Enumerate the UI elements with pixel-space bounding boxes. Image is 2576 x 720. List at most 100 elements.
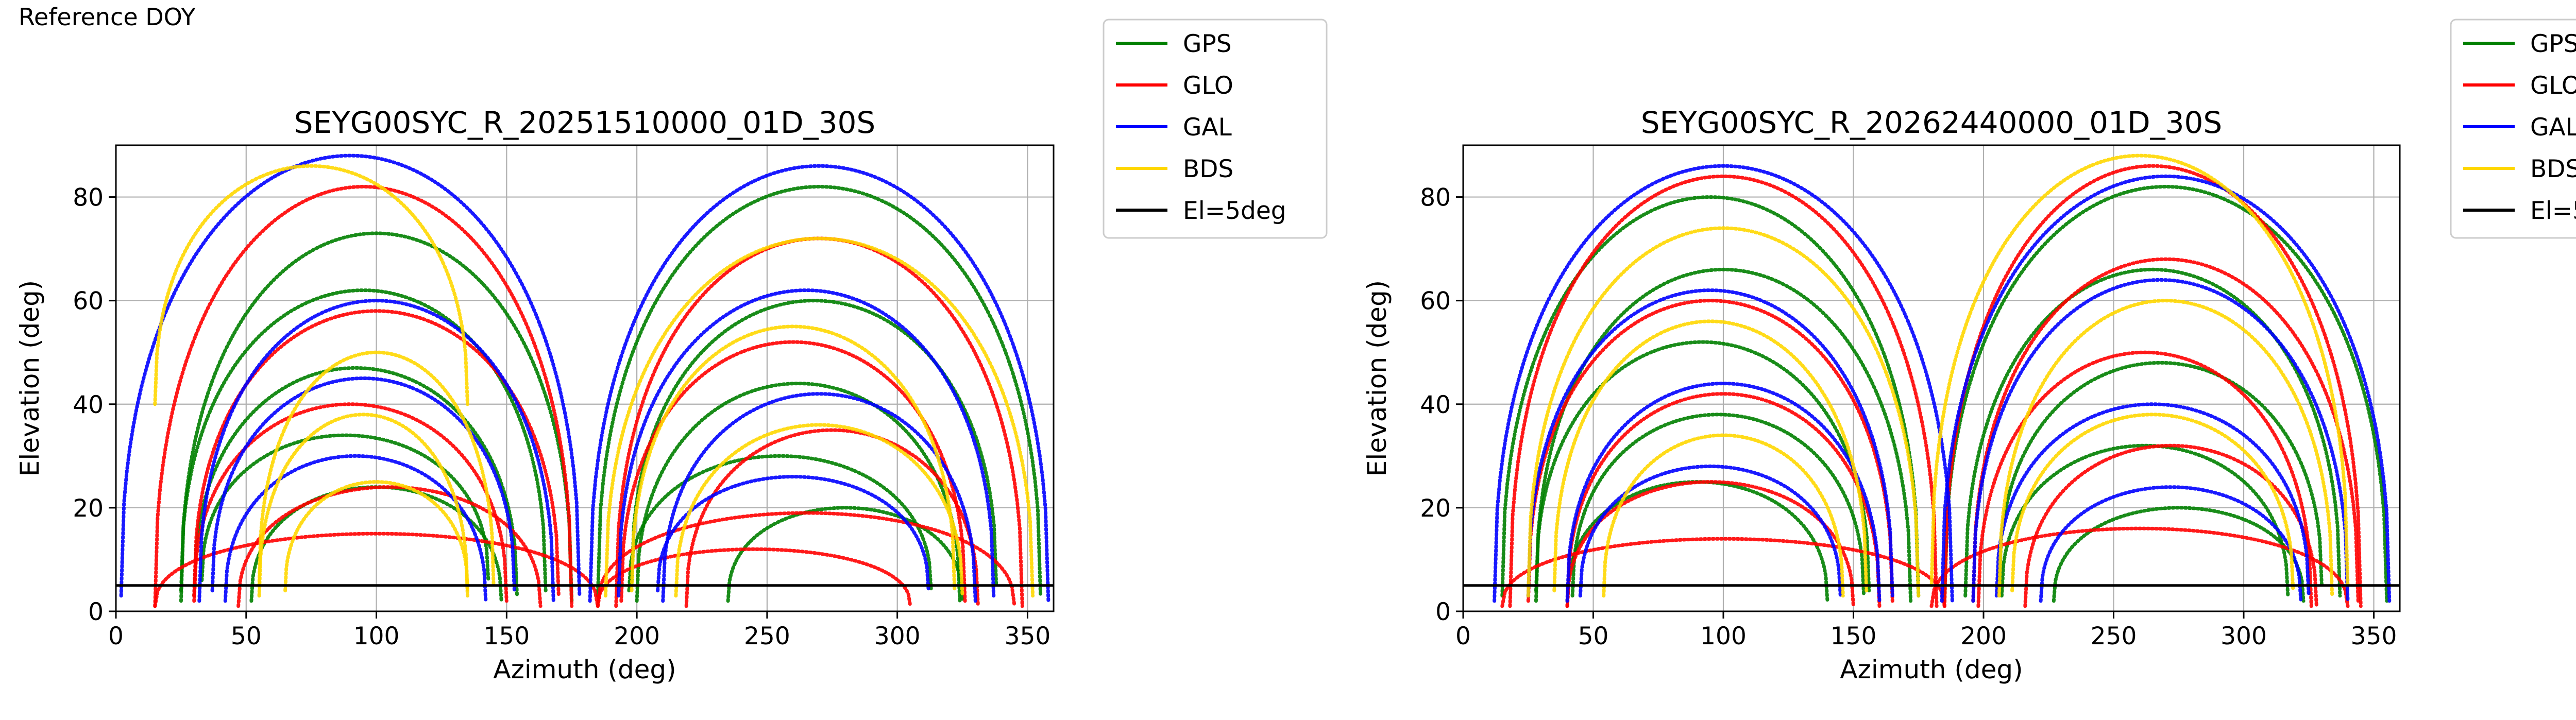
x-tick-label: 150 — [1831, 622, 1877, 650]
legend-label: BDS — [2530, 155, 2576, 183]
legend-frame — [2450, 19, 2576, 239]
series-bds — [1526, 153, 2350, 598]
track-bds — [603, 236, 1035, 598]
track-gal — [588, 164, 1050, 603]
series-glo — [153, 184, 1024, 608]
axes-frame — [1462, 144, 2401, 612]
track-gal — [197, 299, 555, 603]
track-glo — [1942, 164, 2363, 608]
chart-2: 0 50 100 150 200 250 300 350 0 20 40 60 80 Azimuth (d… — [1362, 19, 2576, 684]
legend-label: GPS — [1183, 30, 1232, 58]
x-tick-label: 100 — [353, 622, 400, 650]
track-gal — [1971, 278, 2350, 603]
track-gal — [617, 288, 996, 598]
legend-label: GPS — [2530, 30, 2576, 58]
track-bds — [1526, 226, 1921, 598]
y-axis-label: Elevation (deg) — [1362, 280, 1392, 476]
track-glo — [1971, 257, 2360, 603]
y-tick-label: 0 — [88, 598, 104, 626]
track-bds — [630, 324, 957, 593]
track-gps — [1999, 443, 2290, 598]
series-gal — [119, 153, 1050, 603]
figure-title: Reference DOY — [19, 3, 196, 31]
track-bds — [283, 480, 469, 593]
y-tick-label: 40 — [73, 391, 104, 419]
y-tick-label: 20 — [1420, 494, 1451, 523]
x-tick-label: 200 — [1960, 622, 2007, 650]
track-gps — [1942, 184, 2389, 603]
track-glo — [619, 340, 967, 603]
y-axis-label: Elevation (deg) — [15, 280, 45, 476]
track-glo — [153, 184, 574, 608]
track-glo — [684, 428, 980, 608]
legend-label: GLO — [2530, 72, 2576, 100]
data-area — [119, 153, 1050, 608]
chart-title: SEYG00SYC_R_20262440000_01D_30S — [1641, 105, 2223, 140]
track-bds — [1552, 319, 1869, 593]
axes-frame — [115, 144, 1055, 612]
x-axis-label: Azimuth (deg) — [1840, 655, 2023, 684]
x-tick-label: 250 — [2091, 622, 2137, 650]
x-tick-label: 300 — [2221, 622, 2267, 650]
track-bds — [257, 413, 469, 598]
y-tick-label: 60 — [1420, 287, 1451, 316]
track-glo — [1526, 299, 1894, 603]
track-glo — [1565, 480, 1855, 608]
track-gal — [119, 153, 582, 598]
track-gps — [179, 231, 574, 603]
x-tick-label: 200 — [614, 622, 660, 650]
track-gps — [1534, 267, 1913, 603]
track-bds — [153, 164, 469, 406]
y-tick-label: 0 — [1435, 598, 1451, 626]
track-glo — [236, 485, 543, 608]
track-glo — [1500, 537, 1946, 608]
legend-frame — [1103, 19, 1328, 239]
x-tick-label: 150 — [483, 622, 530, 650]
track-gps — [1570, 413, 1866, 598]
x-tick-label: 350 — [1005, 622, 1051, 650]
x-tick-label: 0 — [108, 622, 124, 650]
track-bds — [674, 423, 964, 598]
track-gal — [1493, 164, 1954, 603]
track-glo — [596, 547, 912, 608]
track-glo — [1565, 392, 1882, 608]
series-gal — [1493, 164, 2392, 603]
track-gps — [1997, 361, 2324, 588]
legend-label: El=5deg — [1183, 197, 1286, 225]
legend: GPS GLO GAL BDS El=5deg — [2450, 19, 2576, 239]
x-tick-label: 100 — [1700, 622, 1747, 650]
track-gal — [1994, 402, 2311, 598]
data-area — [1493, 153, 2392, 608]
track-bds — [2010, 413, 2295, 593]
x-tick-label: 50 — [1578, 622, 1609, 650]
y-tick-label: 80 — [73, 184, 104, 212]
x-tick-label: 350 — [2351, 622, 2397, 650]
track-gps — [2052, 506, 2306, 603]
track-glo — [1976, 350, 2313, 608]
legend-label: GAL — [1183, 113, 1232, 142]
track-bds — [1602, 433, 1845, 598]
track-gal — [1526, 288, 1894, 598]
track-gps — [627, 454, 933, 593]
x-tick-label: 50 — [231, 622, 262, 650]
y-tick-label: 80 — [1420, 184, 1451, 212]
legend: GPS GLO GAL BDS El=5deg — [1103, 19, 1328, 239]
x-tick-label: 250 — [744, 622, 790, 650]
y-tick-label: 60 — [73, 287, 104, 316]
x-tick-label: 0 — [1455, 622, 1471, 650]
series-bds — [153, 164, 1035, 598]
track-gps — [1534, 340, 1871, 593]
track-glo — [1508, 174, 1939, 608]
track-gps — [635, 382, 962, 603]
x-tick-label: 300 — [874, 622, 921, 650]
chart-1: 0 50 100 150 200 250 300 350 0 20 40 60 80 Azimuth (d… — [15, 19, 1328, 684]
track-gal — [2039, 485, 2303, 603]
legend-label: GLO — [1183, 72, 1233, 100]
track-bds — [1929, 153, 2350, 588]
y-tick-label: 20 — [73, 494, 104, 523]
track-gal — [1578, 464, 1842, 598]
track-gps — [596, 184, 1043, 598]
x-axis-label: Azimuth (deg) — [493, 655, 676, 684]
track-gal — [1565, 382, 1882, 603]
